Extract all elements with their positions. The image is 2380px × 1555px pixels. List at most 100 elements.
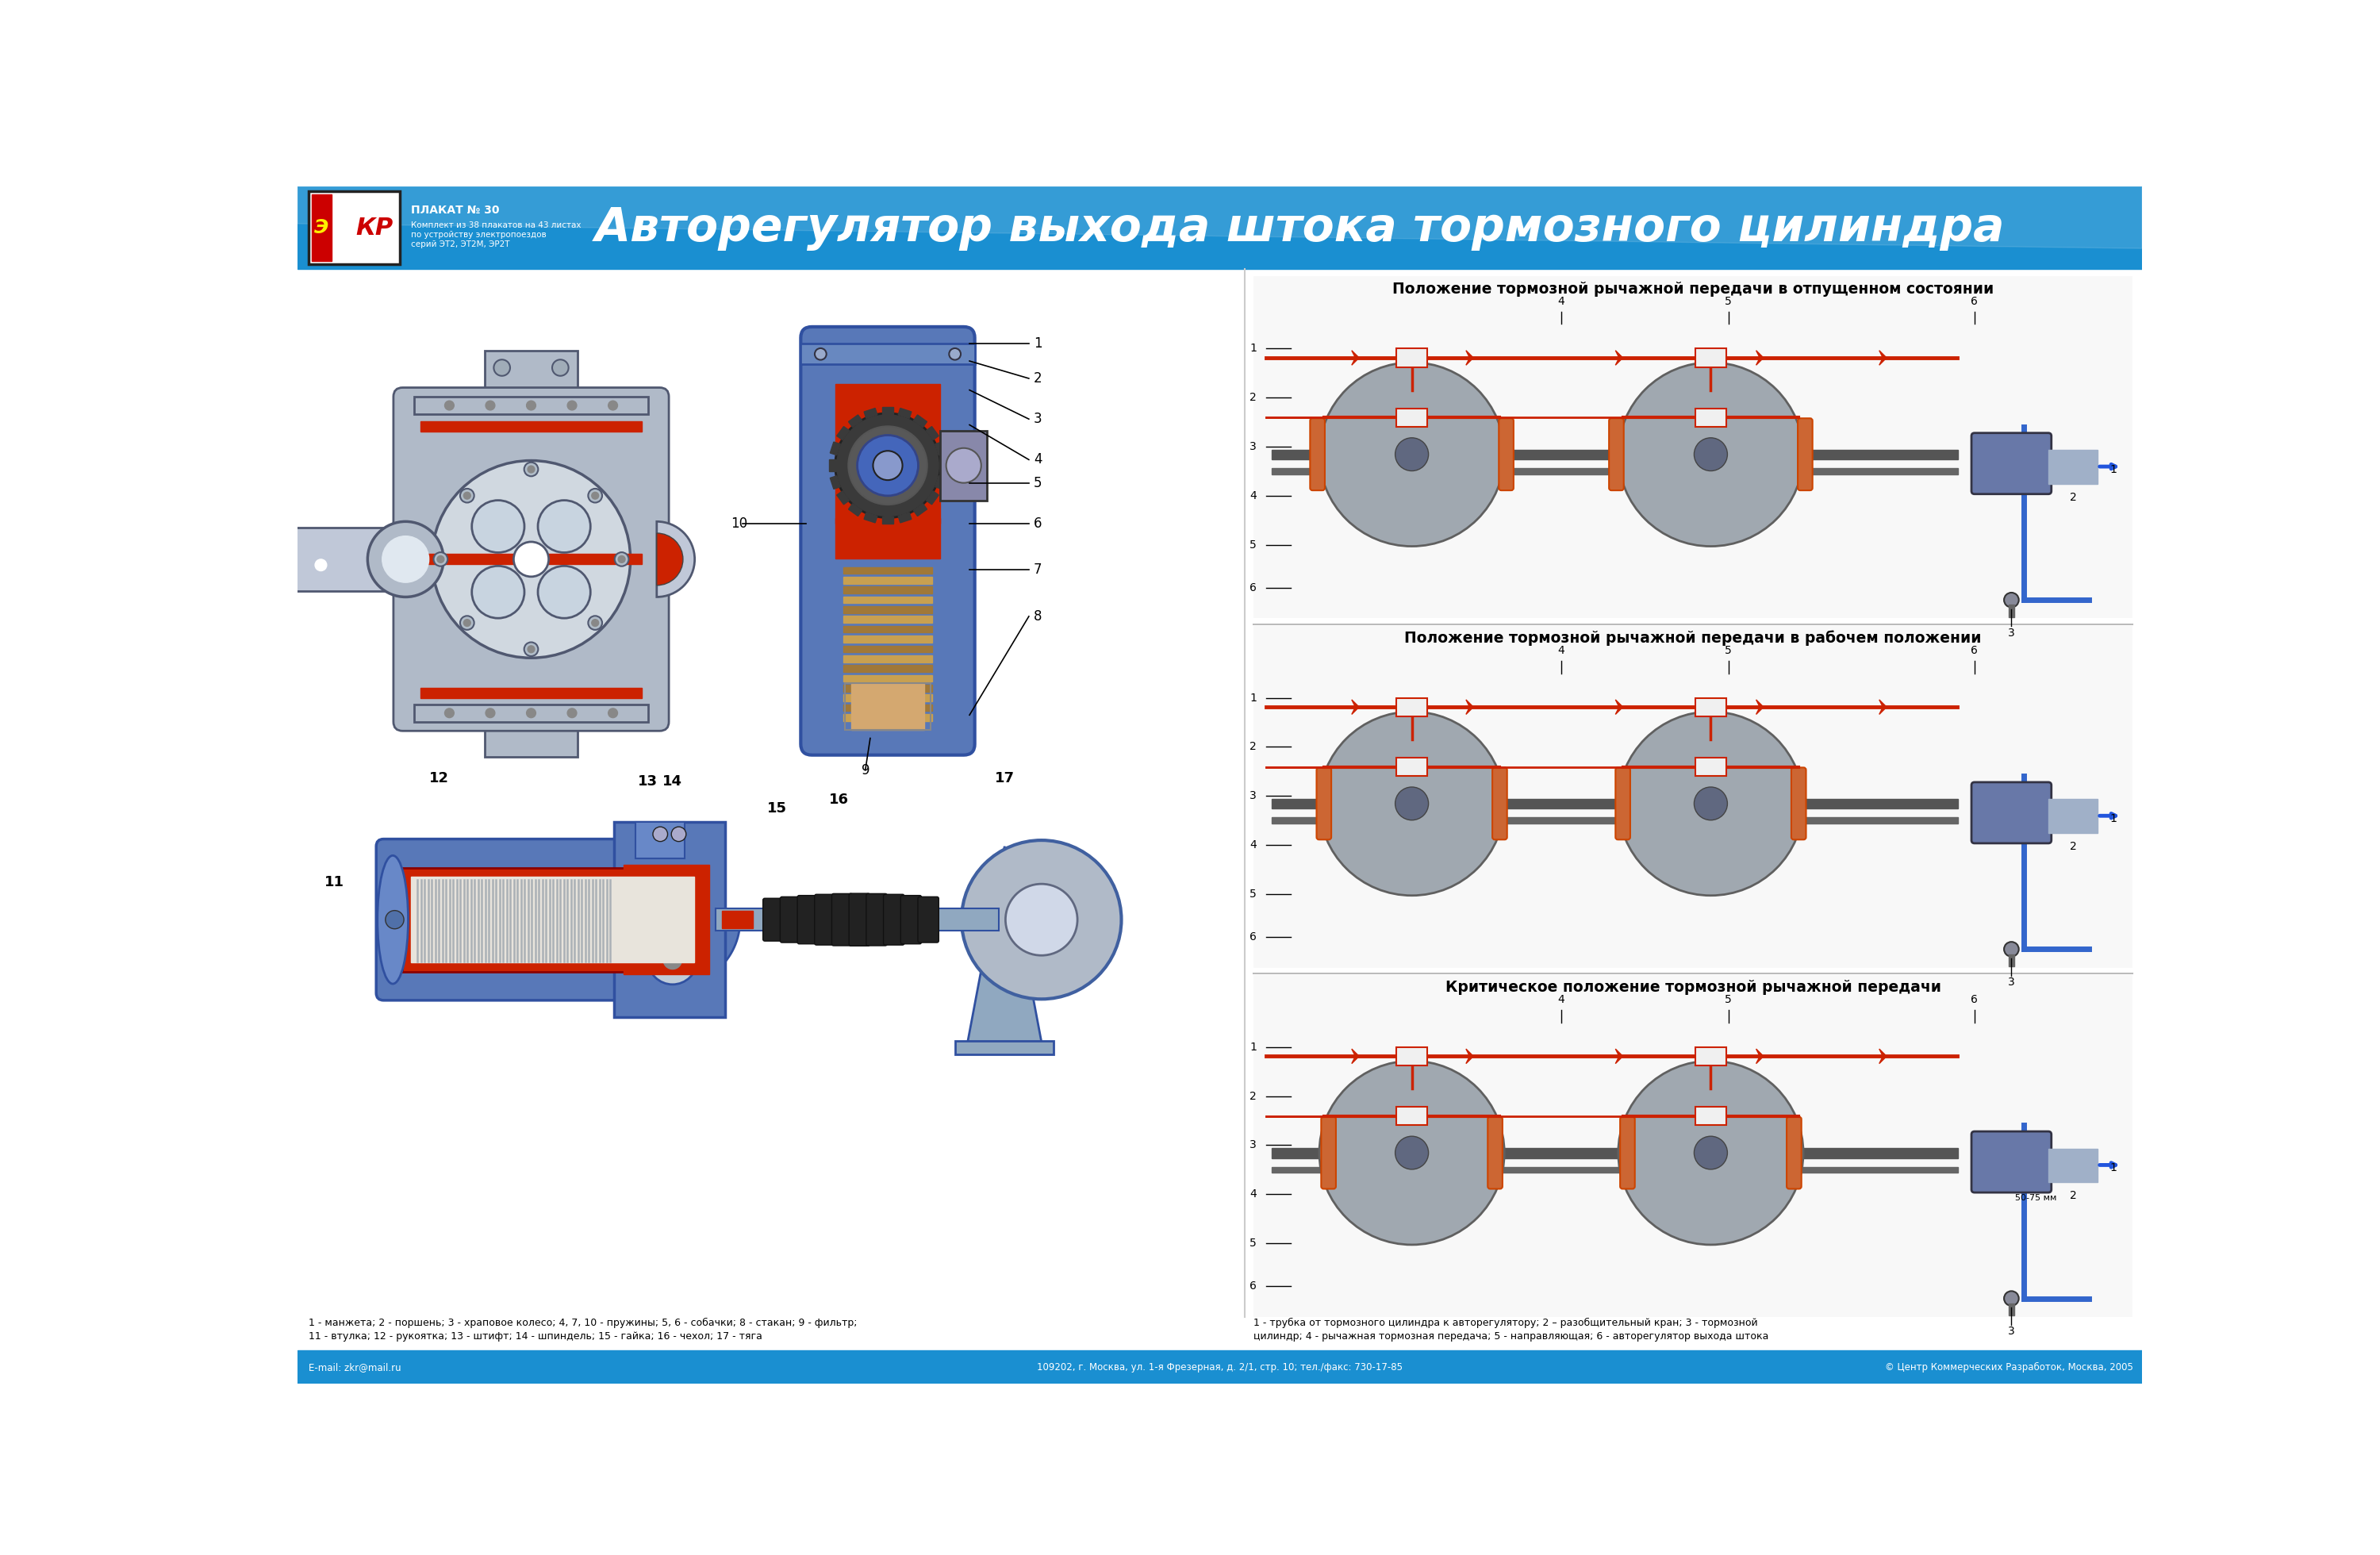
Text: 50-75 мм: 50-75 мм [2016, 1194, 2056, 1202]
Text: 4: 4 [1559, 295, 1564, 306]
Text: 6: 6 [1971, 645, 1978, 656]
Bar [2049, 1149, 2097, 1182]
Circle shape [1319, 1061, 1504, 1244]
Text: цилиндр; 4 - рычажная тормозная передача; 5 - направляющая; 6 - авторегулятор вы: цилиндр; 4 - рычажная тормозная передача… [1254, 1331, 1768, 1342]
Polygon shape [1466, 1050, 1473, 1064]
Text: 1 - трубка от тормозного цилиндра к авторегулятору; 2 – разобщительный кран; 3 -: 1 - трубка от тормозного цилиндра к авто… [1254, 1319, 1759, 1328]
Bar [298, 187, 2142, 269]
Bar [940, 431, 988, 501]
FancyBboxPatch shape [800, 327, 976, 756]
Text: Положение тормозной рычажной передачи в отпущенном состоянии: Положение тормозной рычажной передачи в … [1392, 281, 1994, 297]
Text: 17: 17 [995, 771, 1014, 785]
Bar [843, 606, 933, 613]
Bar [286, 527, 405, 591]
FancyBboxPatch shape [1309, 418, 1326, 490]
Text: 4: 4 [1250, 490, 1257, 501]
Text: 3: 3 [1250, 1140, 1257, 1151]
Circle shape [857, 435, 919, 496]
Bar [312, 194, 331, 261]
Text: 3: 3 [2009, 977, 2016, 987]
FancyBboxPatch shape [781, 897, 802, 942]
Text: 16: 16 [828, 793, 847, 807]
Circle shape [814, 348, 826, 359]
Ellipse shape [378, 855, 409, 984]
FancyBboxPatch shape [831, 894, 852, 945]
Circle shape [2004, 1291, 2018, 1306]
FancyBboxPatch shape [866, 894, 888, 945]
Bar [850, 415, 862, 428]
Bar [843, 666, 933, 672]
Text: 1: 1 [2109, 463, 2116, 476]
Text: 2: 2 [2071, 491, 2075, 502]
Text: 10: 10 [731, 516, 747, 530]
Text: 2: 2 [1250, 742, 1257, 753]
Text: серий ЭТ2, ЭТ2М, ЭР2Т: серий ЭТ2, ЭТ2М, ЭР2Т [412, 241, 509, 249]
Circle shape [1618, 1061, 1804, 1244]
Circle shape [566, 401, 576, 411]
Text: 4: 4 [1250, 840, 1257, 851]
Bar [843, 577, 933, 583]
Text: 6: 6 [1250, 582, 1257, 592]
Text: 2: 2 [1250, 392, 1257, 403]
Polygon shape [1880, 350, 1887, 365]
Circle shape [593, 619, 600, 627]
Bar [843, 684, 933, 692]
Text: Авторегулятор выхода штока тормозного цилиндра: Авторегулятор выхода штока тормозного ци… [595, 205, 2004, 250]
Bar [843, 568, 933, 574]
Text: 5: 5 [1250, 540, 1257, 550]
Circle shape [947, 448, 981, 484]
Text: 1: 1 [2109, 813, 2116, 824]
Circle shape [1395, 1137, 1428, 1169]
Circle shape [1319, 712, 1504, 896]
Bar [1254, 625, 2132, 967]
Text: 5: 5 [1726, 994, 1733, 1006]
Bar [1271, 1148, 1959, 1158]
Polygon shape [1616, 350, 1623, 365]
Bar [883, 516, 892, 524]
Circle shape [438, 555, 445, 563]
Text: 13: 13 [638, 774, 657, 788]
Circle shape [869, 448, 907, 484]
Bar [421, 421, 643, 432]
FancyBboxPatch shape [1499, 418, 1514, 490]
Bar [838, 426, 850, 440]
Polygon shape [1352, 350, 1359, 365]
Bar [843, 714, 933, 722]
Text: 4: 4 [1559, 994, 1564, 1006]
Bar [1695, 757, 1726, 776]
Circle shape [1618, 712, 1804, 896]
Bar [843, 597, 933, 603]
Circle shape [433, 552, 447, 566]
Bar [1397, 757, 1428, 776]
Text: 5: 5 [1250, 1238, 1257, 1249]
FancyBboxPatch shape [764, 899, 783, 941]
Text: 5: 5 [1250, 888, 1257, 899]
Bar [2009, 955, 2013, 966]
Bar [852, 683, 923, 729]
Circle shape [445, 709, 455, 718]
Bar [845, 683, 931, 729]
Bar [843, 645, 933, 652]
Circle shape [671, 827, 685, 841]
FancyBboxPatch shape [393, 387, 669, 731]
Circle shape [593, 491, 600, 499]
Bar [721, 911, 752, 928]
Text: 1: 1 [2109, 1163, 2116, 1174]
Circle shape [1618, 362, 1804, 546]
Bar [716, 908, 1000, 930]
FancyBboxPatch shape [1492, 768, 1507, 840]
Bar [2049, 449, 2097, 484]
Bar [414, 704, 647, 722]
Bar [402, 868, 695, 972]
Ellipse shape [276, 527, 295, 591]
Bar [421, 554, 643, 564]
Text: 1: 1 [1033, 336, 1042, 351]
Circle shape [962, 840, 1121, 998]
Bar [864, 513, 878, 522]
Bar [2009, 605, 2013, 617]
FancyBboxPatch shape [1787, 1116, 1802, 1190]
Bar [421, 687, 643, 698]
Text: Э: Э [314, 218, 328, 238]
Bar [1695, 348, 1726, 367]
Text: 6: 6 [1250, 1281, 1257, 1292]
